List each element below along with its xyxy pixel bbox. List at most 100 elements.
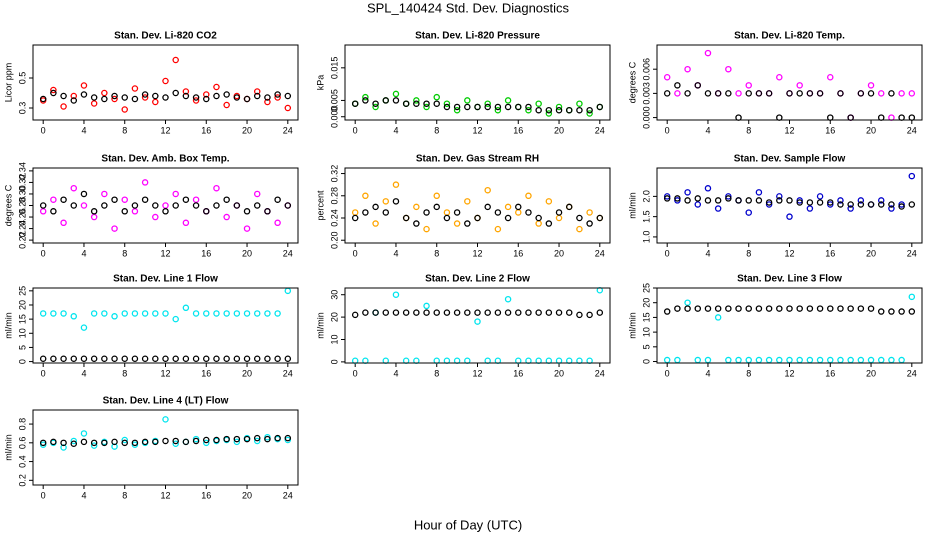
y-tick-label: 0.015	[329, 57, 339, 80]
point	[90, 94, 98, 101]
point	[704, 49, 712, 57]
point	[806, 199, 814, 206]
point	[60, 103, 67, 110]
point	[888, 356, 895, 364]
point	[50, 438, 57, 446]
x-tick-label: 24	[283, 368, 293, 378]
point	[796, 305, 803, 312]
point	[213, 355, 220, 363]
point	[837, 356, 844, 364]
point	[837, 201, 844, 208]
point	[172, 355, 179, 363]
point	[172, 315, 179, 323]
point	[70, 355, 78, 363]
point	[423, 225, 430, 233]
x-tick-label: 0	[41, 490, 46, 500]
point	[70, 440, 78, 447]
y-tick-label: 0.28	[329, 187, 339, 205]
x-tick-label: 16	[513, 368, 523, 378]
point	[141, 355, 149, 363]
point	[663, 356, 671, 364]
x-tick-label: 24	[595, 248, 605, 258]
panel: Stan. Dev. Li-820 Pressure kPa 0 4 8 12 16 20 24…	[315, 31, 611, 135]
point	[60, 439, 67, 447]
y-axis-label: ml/min	[627, 192, 637, 219]
y-tick-label: 0.000	[329, 105, 339, 128]
x-tick-label: 4	[393, 368, 398, 378]
point	[372, 220, 379, 227]
point	[474, 214, 481, 222]
panel: Stan. Dev. Line 3 Flow ml/min 0 4 8 12 16 20 24 0…	[627, 274, 923, 378]
point	[806, 205, 814, 212]
point	[806, 305, 814, 312]
point	[898, 308, 905, 315]
point	[474, 309, 481, 316]
point	[735, 90, 742, 97]
point	[182, 219, 190, 227]
point	[525, 309, 532, 316]
point	[423, 103, 430, 111]
y-tick-label: 25	[17, 286, 27, 296]
point	[382, 309, 390, 316]
point	[70, 184, 78, 192]
point	[586, 106, 593, 114]
point	[111, 438, 118, 446]
panel-title: Stan. Dev. Line 1 Flow	[113, 274, 218, 285]
point	[172, 202, 179, 209]
point	[535, 220, 542, 227]
point	[453, 209, 461, 216]
point	[39, 208, 47, 215]
point	[857, 201, 865, 208]
x-tick-label: 12	[472, 125, 482, 135]
point	[765, 90, 773, 97]
point	[504, 103, 512, 111]
point	[545, 220, 553, 227]
point	[39, 310, 47, 317]
point	[484, 186, 491, 194]
point	[877, 308, 885, 315]
point	[243, 208, 251, 215]
point	[141, 310, 149, 317]
point	[182, 88, 190, 95]
y-tick-label: 15	[641, 312, 651, 322]
x-tick-label: 4	[705, 368, 710, 378]
point	[755, 305, 763, 312]
point	[453, 309, 461, 316]
point	[203, 310, 210, 317]
point	[827, 74, 834, 81]
point	[847, 356, 854, 364]
point	[223, 213, 230, 221]
point	[464, 103, 471, 111]
point	[786, 356, 793, 364]
point	[172, 56, 179, 64]
point	[714, 305, 722, 312]
point	[141, 91, 149, 98]
point	[50, 196, 57, 203]
point	[515, 103, 522, 111]
point	[70, 437, 78, 445]
point	[877, 197, 885, 204]
panel-title: Stan. Dev. Li-820 Pressure	[415, 31, 540, 42]
point	[725, 356, 732, 364]
y-tick-label: 0.4	[17, 455, 27, 468]
point	[484, 100, 491, 107]
point	[111, 313, 118, 320]
point	[684, 305, 691, 312]
point	[484, 309, 491, 316]
point	[50, 208, 57, 215]
point	[162, 355, 169, 363]
point	[192, 196, 200, 203]
point	[70, 92, 78, 100]
x-tick-label: 0	[41, 368, 46, 378]
point	[213, 92, 220, 100]
y-tick-label: 0.003	[641, 82, 651, 105]
point	[535, 106, 542, 114]
point	[141, 438, 149, 446]
y-tick-label: 0.22	[17, 231, 27, 249]
point	[576, 214, 583, 222]
panel: Stan. Dev. Line 2 Flow ml/min 0 4 8 12 16 20 24 0…	[315, 274, 611, 378]
point	[525, 192, 532, 200]
point	[402, 100, 410, 107]
point	[372, 100, 379, 107]
point	[776, 74, 783, 81]
